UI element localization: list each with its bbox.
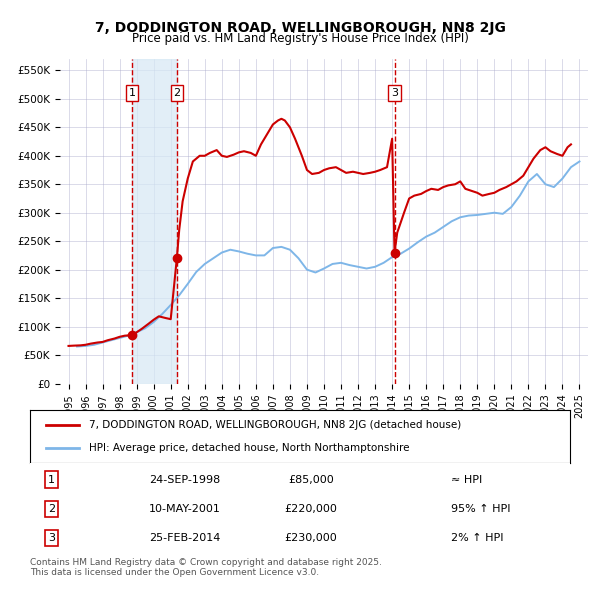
Text: 95% ↑ HPI: 95% ↑ HPI [451, 504, 511, 514]
Text: 2% ↑ HPI: 2% ↑ HPI [451, 533, 504, 543]
Text: 10-MAY-2001: 10-MAY-2001 [149, 504, 221, 514]
Text: 3: 3 [48, 533, 55, 543]
Text: Price paid vs. HM Land Registry's House Price Index (HPI): Price paid vs. HM Land Registry's House … [131, 32, 469, 45]
Text: 2: 2 [173, 88, 181, 98]
Text: 3: 3 [391, 88, 398, 98]
Text: Contains HM Land Registry data © Crown copyright and database right 2025.: Contains HM Land Registry data © Crown c… [30, 558, 382, 566]
Text: £220,000: £220,000 [284, 504, 337, 514]
Text: 2: 2 [48, 504, 55, 514]
Text: 1: 1 [48, 474, 55, 484]
Bar [132, 59, 177, 384]
Text: 24-SEP-1998: 24-SEP-1998 [149, 474, 220, 484]
Text: 7, DODDINGTON ROAD, WELLINGBOROUGH, NN8 2JG: 7, DODDINGTON ROAD, WELLINGBOROUGH, NN8 … [95, 21, 505, 35]
Text: 1: 1 [128, 88, 136, 98]
Text: £230,000: £230,000 [284, 533, 337, 543]
Text: 25-FEB-2014: 25-FEB-2014 [149, 533, 220, 543]
Text: £85,000: £85,000 [288, 474, 334, 484]
Text: This data is licensed under the Open Government Licence v3.0.: This data is licensed under the Open Gov… [30, 568, 319, 577]
Text: HPI: Average price, detached house, North Northamptonshire: HPI: Average price, detached house, Nort… [89, 443, 410, 453]
Text: ≈ HPI: ≈ HPI [451, 474, 482, 484]
Text: 7, DODDINGTON ROAD, WELLINGBOROUGH, NN8 2JG (detached house): 7, DODDINGTON ROAD, WELLINGBOROUGH, NN8 … [89, 420, 461, 430]
